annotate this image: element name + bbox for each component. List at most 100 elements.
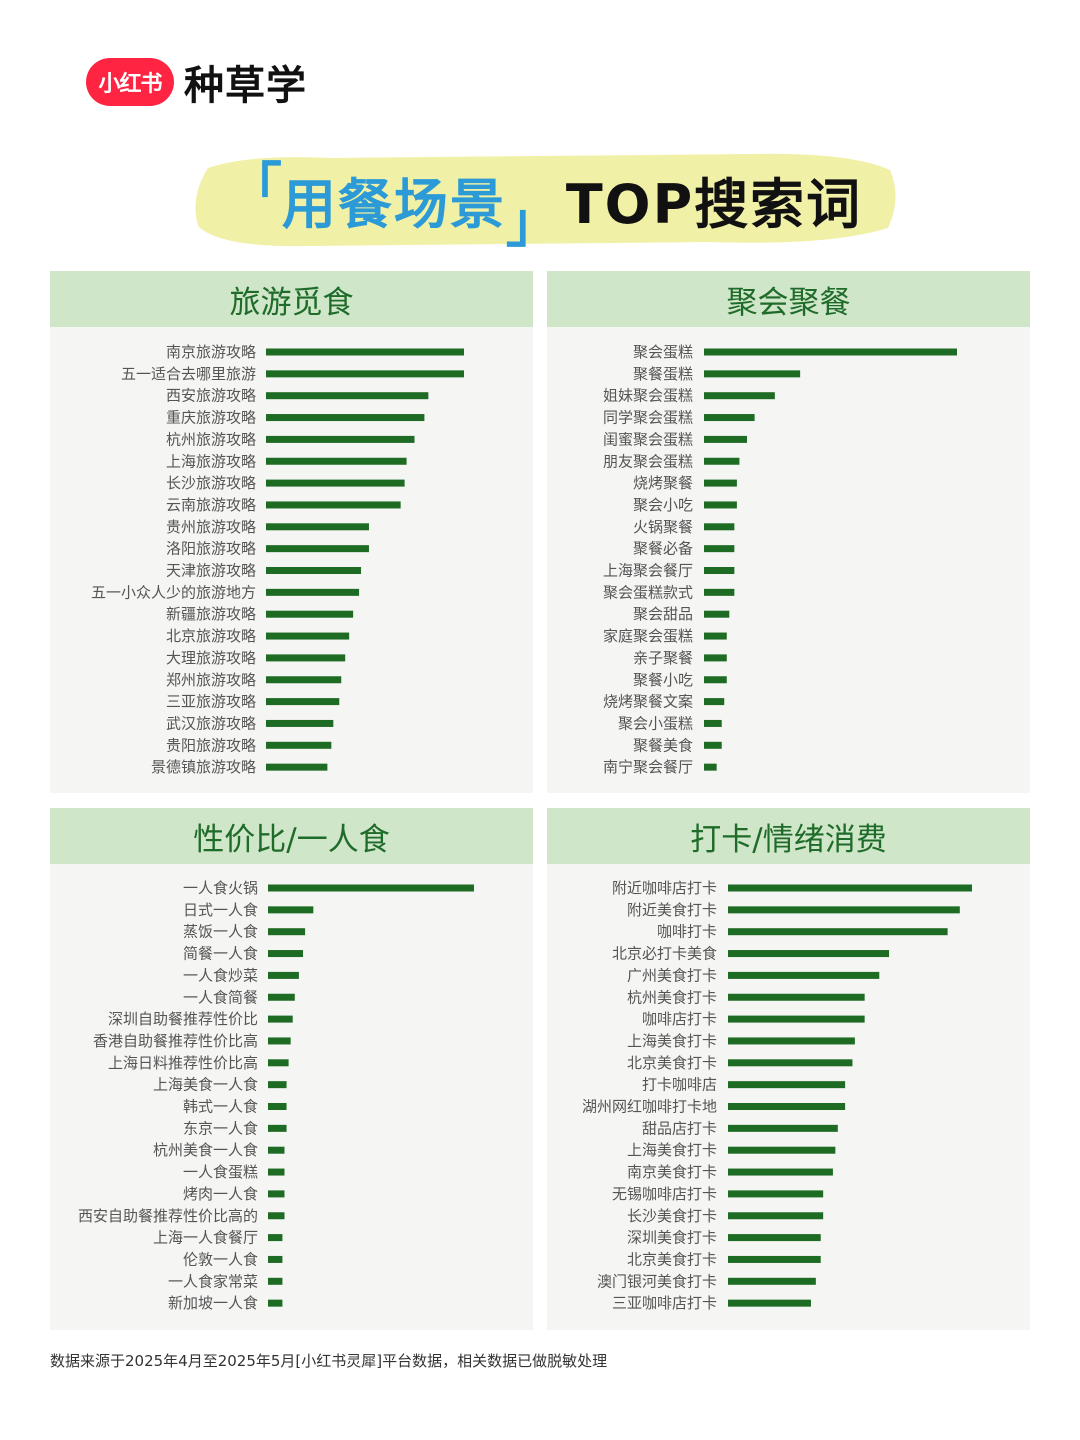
- bar-label: 北京美食打卡: [627, 1054, 717, 1072]
- bar: [728, 1103, 846, 1110]
- bar-label: 同学聚会蛋糕: [603, 409, 693, 427]
- bar: [728, 1190, 824, 1198]
- bar-label: 五一小众人少的旅游地方: [91, 583, 256, 601]
- bar-chart-value-solo-dining: 一人食火锅日式一人食蒸饭一人食简餐一人食一人食炒菜一人食简餐深圳自助餐推荐性价比…: [78, 879, 474, 1312]
- bar: [728, 1168, 833, 1176]
- bar: [266, 435, 415, 443]
- bar-label: 无锡咖啡店打卡: [612, 1185, 717, 1203]
- bar: [728, 1015, 865, 1023]
- bar: [266, 698, 340, 706]
- bar-chart-gathering-dining: 聚会蛋糕聚餐蛋糕姐妹聚会蛋糕同学聚会蛋糕闺蜜聚会蛋糕朋友聚会蛋糕烧烤聚餐聚会小吃…: [603, 343, 957, 776]
- bar-label: 杭州美食打卡: [627, 988, 717, 1006]
- bar-label: 聚会小吃: [633, 496, 693, 514]
- bar: [728, 1299, 811, 1307]
- bar: [704, 676, 727, 684]
- bar-label: 姐妹聚会蛋糕: [603, 387, 693, 405]
- panel-header: 聚会聚餐: [547, 271, 1030, 327]
- panel-header: 性价比/一人食: [50, 808, 533, 864]
- bar-label: 烤肉一人食: [183, 1185, 258, 1203]
- bar: [728, 1212, 824, 1220]
- bar-label: 香港自助餐推荐性价比高: [93, 1032, 258, 1050]
- bar: [268, 1103, 287, 1110]
- bar: [268, 1299, 283, 1307]
- bar-label: 五一适合去哪里旅游: [121, 365, 256, 383]
- bar: [268, 906, 314, 914]
- bar: [266, 479, 405, 487]
- bar: [704, 435, 748, 443]
- bar-label: 上海美食打卡: [627, 1141, 717, 1159]
- bar-label: 深圳自助餐推荐性价比: [108, 1010, 258, 1028]
- bar-label: 重庆旅游攻略: [166, 409, 256, 427]
- bar-label: 上海一人食餐厅: [153, 1229, 258, 1247]
- bar: [704, 370, 801, 378]
- bar: [704, 523, 735, 531]
- bar-label: 长沙美食打卡: [627, 1207, 717, 1225]
- bar-label: 咖啡店打卡: [642, 1010, 717, 1028]
- data-source-footnote: 数据来源于2025年4月至2025年5月[小红书灵犀]平台数据，相关数据已做脱敏…: [50, 1352, 608, 1370]
- headline-rest: TOP搜索词: [565, 172, 863, 236]
- bar: [266, 392, 429, 400]
- bar: [268, 971, 299, 979]
- bar: [268, 1081, 287, 1089]
- bar-label: 家庭聚会蛋糕: [603, 627, 693, 645]
- bar-label: 上海旅游攻略: [166, 452, 256, 470]
- bar-label: 大理旅游攻略: [166, 649, 256, 667]
- bar: [266, 501, 401, 509]
- bar-label: 聚餐必备: [633, 540, 693, 558]
- bar: [728, 1081, 846, 1089]
- headline-highlight: [195, 153, 896, 247]
- bar: [266, 523, 369, 531]
- bar: [728, 993, 865, 1001]
- bar-label: 北京必打卡美食: [612, 945, 717, 963]
- bar-label: 上海美食打卡: [627, 1032, 717, 1050]
- bar-label: 闺蜜聚会蛋糕: [603, 430, 693, 448]
- bar: [704, 567, 735, 574]
- bar: [704, 741, 722, 749]
- bar-label: 云南旅游攻略: [166, 496, 256, 514]
- headline: 「 用餐场景 」 TOP搜索词: [190, 148, 900, 254]
- bar: [728, 950, 890, 958]
- panel-checkin-emotional: 打卡/情绪消费 附近咖啡店打卡 附近美食打卡 咖啡打卡 北京必打卡美食 广州美食打卡 杭州…: [547, 808, 1030, 1330]
- bar-label: 西安自助餐推荐性价比高的: [78, 1207, 258, 1225]
- bar: [728, 1059, 853, 1067]
- panel-title: 打卡/情绪消费: [690, 821, 887, 858]
- headline-open-bracket: 「: [227, 156, 282, 220]
- bar-label: 韩式一人食: [183, 1098, 258, 1116]
- bar-label: 新加坡一人食: [168, 1294, 258, 1312]
- bar-label: 三亚旅游攻略: [166, 693, 256, 711]
- bar: [704, 392, 775, 400]
- bar-label: 聚会小蛋糕: [618, 714, 693, 732]
- bar-label: 贵阳旅游攻略: [166, 736, 256, 754]
- bar-label: 深圳美食打卡: [627, 1229, 717, 1247]
- bar: [266, 545, 369, 553]
- bar-label: 南京旅游攻略: [166, 343, 256, 361]
- bar-label: 伦敦一人食: [183, 1250, 258, 1268]
- brand-header: 小红书 种草学: [86, 58, 307, 109]
- bar: [268, 1190, 285, 1198]
- bar-label: 烧烤聚餐文案: [603, 693, 693, 711]
- bar: [728, 906, 960, 914]
- bar-label: 杭州美食一人食: [153, 1141, 258, 1159]
- bar: [266, 632, 350, 640]
- bar: [266, 676, 342, 684]
- bar-label: 景德镇旅游攻略: [151, 758, 256, 776]
- bar: [266, 741, 332, 749]
- bar: [268, 884, 474, 892]
- bar-label: 贵州旅游攻略: [166, 518, 256, 536]
- bar: [704, 545, 735, 553]
- bar: [728, 1124, 838, 1132]
- bar-label: 一人食炒菜: [183, 966, 258, 984]
- bar-label: 西安旅游攻略: [166, 387, 256, 405]
- bar: [268, 1168, 285, 1176]
- bar-label: 三亚咖啡店打卡: [612, 1294, 717, 1312]
- bar: [266, 567, 362, 574]
- bar: [268, 993, 295, 1001]
- bar-label: 甜品店打卡: [642, 1119, 717, 1137]
- bar: [268, 950, 304, 958]
- bar-label: 湖州网红咖啡打卡地: [582, 1098, 717, 1116]
- panel-title: 性价比/一人食: [193, 821, 390, 858]
- bar: [704, 654, 727, 662]
- bar: [704, 719, 722, 727]
- bar: [728, 884, 972, 892]
- bar: [704, 348, 957, 356]
